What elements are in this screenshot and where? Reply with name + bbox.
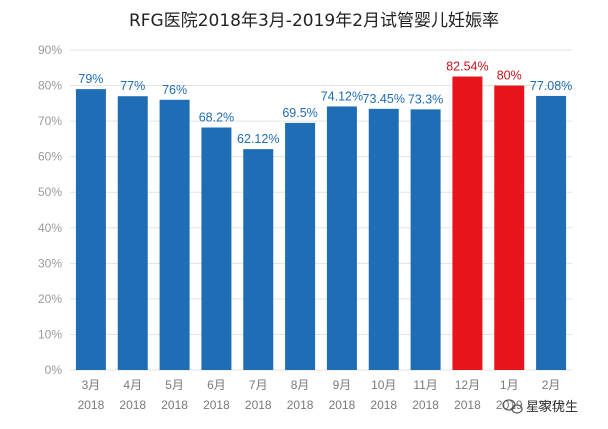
watermark-text: 星家优生: [526, 399, 578, 415]
x-tick-year: 2018: [370, 398, 397, 412]
bar: [368, 108, 399, 370]
x-axis: 3月 2018 4月 2018 5月 2018 6月 2018 7月 2018 8月 2018 9月 20…: [78, 378, 565, 412]
x-tick-year: 2018: [161, 398, 188, 412]
y-tick-label: 10%: [38, 327, 62, 341]
y-axis: 0% 10% 20% 30% 40% 50% 60% 70% 80% 90%: [38, 43, 62, 377]
chart-title: RFG医院2018年3月-2019年2月试管婴儿妊娠率: [129, 11, 499, 31]
data-label: 79%: [78, 72, 103, 86]
x-tick-label: 4月: [123, 378, 142, 392]
y-tick-label: 0%: [45, 363, 63, 377]
data-label: 77.08%: [530, 79, 572, 93]
x-tick-label: 8月: [291, 378, 310, 392]
bar: [285, 122, 316, 370]
x-tick-year: 2019: [538, 398, 565, 412]
x-tick-year: 2018: [454, 398, 481, 412]
bar: [494, 85, 525, 371]
data-label: 77%: [120, 79, 145, 93]
y-tick-label: 20%: [38, 292, 62, 306]
x-tick-label: 6月: [207, 378, 226, 392]
bar: [410, 109, 441, 370]
data-labels: 79% 77% 76% 68.2%62.12%69.5% 74.12% 73.45% 73.…: [78, 60, 572, 147]
x-tick-label: 3月: [82, 378, 101, 392]
data-label: 73.3%: [408, 92, 443, 106]
x-tick-year: 2018: [412, 398, 439, 412]
bar: [452, 76, 483, 370]
y-tick-label: 30%: [38, 256, 62, 270]
x-tick-label: 1月: [500, 378, 519, 392]
x-tick-year: 2018: [78, 398, 105, 412]
x-tick-year: 2019: [496, 398, 523, 412]
y-tick-label: 80%: [38, 79, 62, 93]
data-label: 74.12%: [321, 89, 363, 103]
x-tick-label: 11月: [413, 378, 437, 392]
y-tick-label: 90%: [38, 43, 62, 57]
x-tick-year: 2018: [203, 398, 230, 412]
bars: [75, 76, 567, 371]
x-tick-label: 2月: [542, 378, 561, 392]
x-tick-label: 12月: [455, 378, 480, 392]
data-label: 80%: [497, 69, 522, 83]
y-tick-label: 60%: [38, 150, 62, 164]
x-tick-label: 7月: [249, 378, 268, 392]
data-label: 76%: [162, 83, 187, 97]
bar: [117, 96, 148, 370]
x-tick-year: 2018: [119, 398, 146, 412]
wechat-icon: [502, 399, 523, 414]
x-tick-label: 10月: [371, 378, 396, 392]
gridlines: [70, 49, 572, 371]
x-tick-year: 2018: [329, 398, 356, 412]
data-label: 82.54%: [446, 60, 488, 74]
watermark: 星家优生: [502, 399, 578, 415]
data-label: 69.5%: [282, 106, 317, 120]
x-tick-year: 2018: [287, 398, 314, 412]
bar: [326, 106, 357, 370]
x-tick-year: 2018: [245, 398, 272, 412]
y-tick-label: 50%: [38, 185, 62, 199]
data-label: 62.12%: [237, 132, 279, 146]
bar: [243, 149, 274, 370]
data-label: 68.2%: [199, 111, 234, 125]
y-tick-label: 70%: [38, 114, 62, 128]
x-tick-label: 5月: [165, 378, 184, 392]
bar: [201, 127, 232, 370]
x-tick-label: 9月: [333, 378, 352, 392]
bar: [536, 95, 567, 370]
bar: [75, 89, 106, 370]
data-label: 73.45%: [363, 92, 405, 106]
y-tick-label: 40%: [38, 221, 62, 235]
bar: [159, 99, 190, 371]
